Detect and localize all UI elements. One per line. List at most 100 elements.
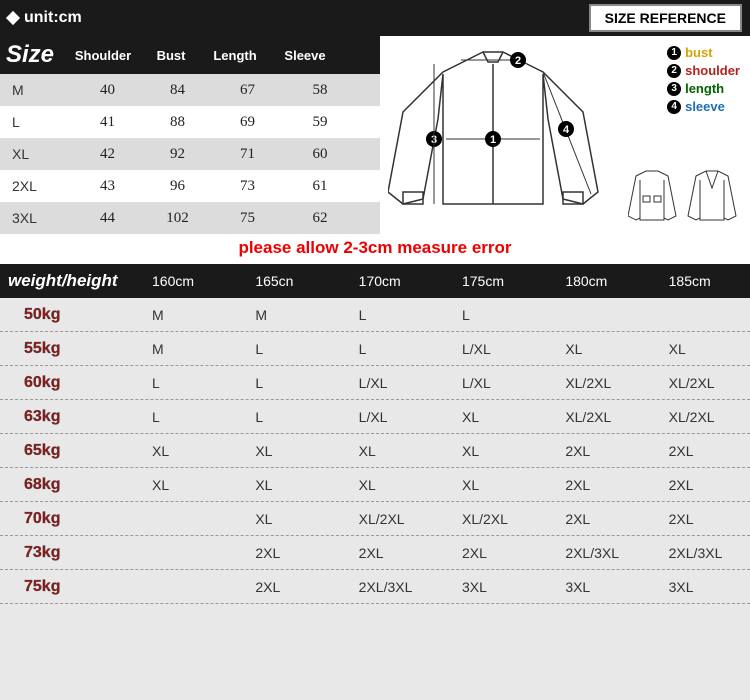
wh-cell: XL bbox=[233, 443, 336, 459]
size-val: 67 bbox=[210, 82, 285, 99]
legend-num-icon: 4 bbox=[667, 100, 681, 114]
weight-label: 60kg bbox=[0, 374, 130, 392]
jacket-icons bbox=[628, 168, 738, 228]
col-length: Length bbox=[200, 48, 270, 63]
wh-cell: 2XL bbox=[647, 477, 750, 493]
svg-text:2: 2 bbox=[515, 55, 521, 67]
legend-num-icon: 2 bbox=[667, 64, 681, 78]
wh-cell: M bbox=[130, 341, 233, 357]
wh-col-1: 165cn bbox=[233, 273, 336, 289]
col-shoulder: Shoulder bbox=[64, 48, 142, 63]
wh-cell: L/XL bbox=[337, 375, 440, 391]
size-val: 59 bbox=[285, 114, 355, 131]
measure-error-note: please allow 2-3cm measure error bbox=[0, 234, 750, 264]
wh-cell: 2XL bbox=[440, 545, 543, 561]
wh-cell: XL bbox=[543, 341, 646, 357]
wh-cell: XL bbox=[233, 477, 336, 493]
wh-cell: L bbox=[440, 307, 543, 323]
wh-cell: 3XL bbox=[543, 579, 646, 595]
legend: 1bust2shoulder3length4sleeve bbox=[667, 44, 740, 116]
size-val: 61 bbox=[285, 178, 355, 195]
size-val: 43 bbox=[70, 178, 145, 195]
size-val: 62 bbox=[285, 210, 355, 227]
wh-cell: XL/2XL bbox=[543, 375, 646, 391]
wh-col-3: 175cm bbox=[440, 273, 543, 289]
wh-title: weight/height bbox=[0, 271, 130, 291]
wh-cell: 3XL bbox=[440, 579, 543, 595]
top-section: Size Shoulder Bust Length Sleeve M408467… bbox=[0, 36, 750, 234]
wh-col-4: 180cm bbox=[543, 273, 646, 289]
wh-row: 60kgLLL/XLL/XLXL/2XLXL/2XL bbox=[0, 366, 750, 400]
wh-cell: XL bbox=[130, 443, 233, 459]
wh-cell: L bbox=[130, 409, 233, 425]
size-label: 2XL bbox=[0, 178, 70, 194]
shirt-diagram: 1 2 3 4 bbox=[388, 44, 618, 224]
wh-cell: XL bbox=[440, 443, 543, 459]
size-row: L41886959 bbox=[0, 106, 380, 138]
wh-cell: 3XL bbox=[647, 579, 750, 595]
size-val: 40 bbox=[70, 82, 145, 99]
weight-label: 55kg bbox=[0, 340, 130, 358]
legend-text: length bbox=[685, 80, 724, 98]
legend-num-icon: 3 bbox=[667, 82, 681, 96]
wh-cell: XL bbox=[130, 477, 233, 493]
size-reference-badge: SIZE REFERENCE bbox=[589, 4, 742, 32]
wh-row: 50kgMMLL bbox=[0, 298, 750, 332]
header-bar: unit:cm SIZE REFERENCE bbox=[0, 0, 750, 36]
size-val: 58 bbox=[285, 82, 355, 99]
wh-row: 55kgMLLL/XLXLXL bbox=[0, 332, 750, 366]
wh-cell: L bbox=[337, 307, 440, 323]
wh-cell: 2XL bbox=[647, 511, 750, 527]
wh-cell: XL/2XL bbox=[337, 511, 440, 527]
legend-item: 2 shoulder bbox=[667, 62, 740, 80]
size-val: 73 bbox=[210, 178, 285, 195]
wh-cell: 2XL bbox=[543, 511, 646, 527]
size-table: Size Shoulder Bust Length Sleeve M408467… bbox=[0, 36, 380, 234]
wh-cell: L bbox=[233, 341, 336, 357]
wh-cell: 2XL/3XL bbox=[647, 545, 750, 561]
size-val: 71 bbox=[210, 146, 285, 163]
size-val: 44 bbox=[70, 210, 145, 227]
size-val: 75 bbox=[210, 210, 285, 227]
wh-cell: L bbox=[233, 375, 336, 391]
weight-label: 73kg bbox=[0, 544, 130, 562]
unit-text: unit:cm bbox=[24, 9, 82, 27]
legend-text: sleeve bbox=[685, 98, 725, 116]
wh-row: 63kgLLL/XLXLXL/2XLXL/2XL bbox=[0, 400, 750, 434]
wh-col-2: 170cm bbox=[337, 273, 440, 289]
size-row: XL42927160 bbox=[0, 138, 380, 170]
wh-cell: XL bbox=[337, 477, 440, 493]
wh-cell: 2XL/3XL bbox=[543, 545, 646, 561]
size-label: L bbox=[0, 114, 70, 130]
wh-col-5: 185cm bbox=[647, 273, 750, 289]
size-val: 41 bbox=[70, 114, 145, 131]
size-val: 84 bbox=[145, 82, 210, 99]
weight-label: 50kg bbox=[0, 306, 130, 324]
size-table-header: Size Shoulder Bust Length Sleeve bbox=[0, 36, 380, 74]
size-row: 2XL43967361 bbox=[0, 170, 380, 202]
wh-cell: L bbox=[130, 375, 233, 391]
size-label: M bbox=[0, 82, 70, 98]
weight-label: 63kg bbox=[0, 408, 130, 426]
wh-cell: 2XL bbox=[337, 545, 440, 561]
wh-cell: XL bbox=[337, 443, 440, 459]
col-sleeve: Sleeve bbox=[270, 48, 340, 63]
weight-height-rows: 50kgMMLL55kgMLLL/XLXLXL60kgLLL/XLL/XLXL/… bbox=[0, 298, 750, 604]
wh-cell: 2XL bbox=[233, 579, 336, 595]
wh-cell: XL/2XL bbox=[647, 375, 750, 391]
wh-row: 75kg2XL2XL/3XL3XL3XL3XL bbox=[0, 570, 750, 604]
wh-cell: L bbox=[337, 341, 440, 357]
wh-cell: L/XL bbox=[440, 375, 543, 391]
size-val: 96 bbox=[145, 178, 210, 195]
legend-text: shoulder bbox=[685, 62, 740, 80]
diagram-area: 1 2 3 4 1bust2shoulder3length4sleeve bbox=[380, 36, 750, 234]
wh-cell: XL bbox=[647, 341, 750, 357]
legend-num-icon: 1 bbox=[667, 46, 681, 60]
wh-row: 70kgXLXL/2XLXL/2XL2XL2XL bbox=[0, 502, 750, 536]
wh-cell: XL bbox=[233, 511, 336, 527]
wh-row: 65kgXLXLXLXL2XL2XL bbox=[0, 434, 750, 468]
wh-cell: 2XL bbox=[647, 443, 750, 459]
size-title: Size bbox=[6, 41, 54, 69]
wh-cell: 2XL bbox=[543, 477, 646, 493]
size-val: 69 bbox=[210, 114, 285, 131]
